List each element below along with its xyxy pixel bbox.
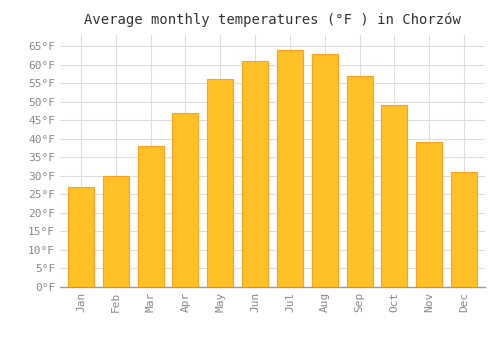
Bar — [312, 54, 338, 287]
Bar — [416, 142, 442, 287]
Bar — [102, 176, 129, 287]
Bar — [451, 172, 477, 287]
Title: Average monthly temperatures (°F ) in Chorzów: Average monthly temperatures (°F ) in Ch… — [84, 12, 461, 27]
Bar — [68, 187, 94, 287]
Bar — [346, 76, 372, 287]
Bar — [207, 79, 234, 287]
Bar — [277, 50, 303, 287]
Bar — [172, 113, 199, 287]
Bar — [382, 105, 407, 287]
Bar — [138, 146, 164, 287]
Bar — [242, 61, 268, 287]
